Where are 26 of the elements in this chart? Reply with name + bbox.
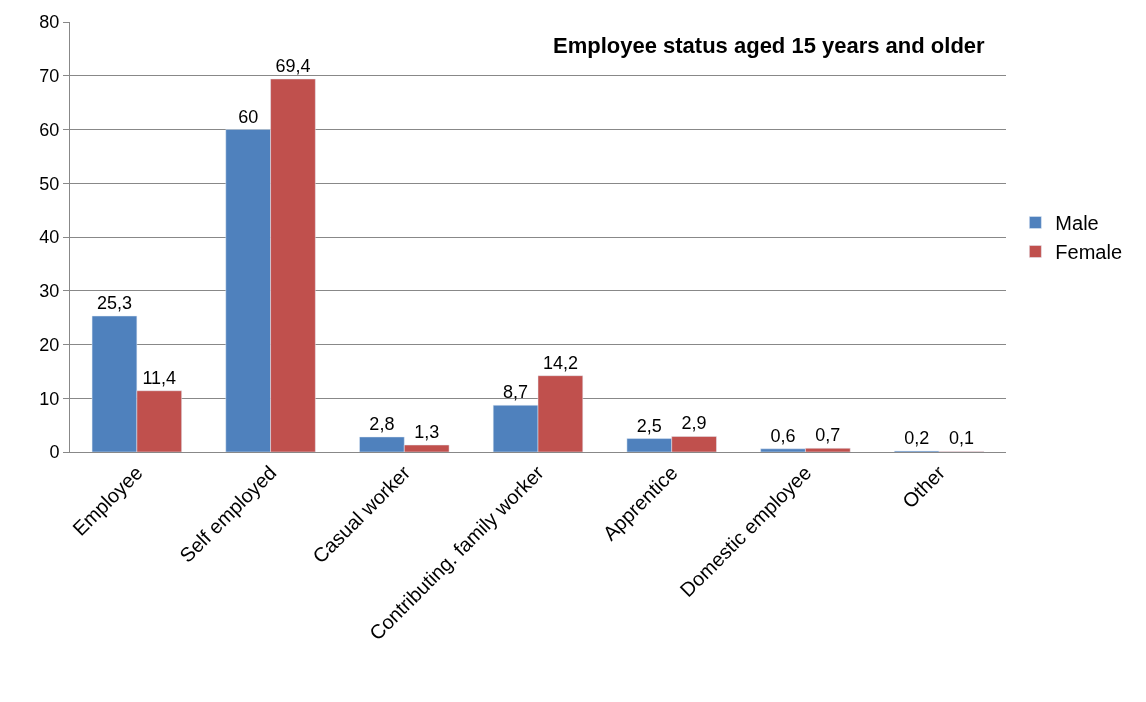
- y-tick-label: 40: [39, 227, 60, 248]
- y-tick-label: 60: [39, 119, 60, 140]
- data-label: 0,6: [770, 425, 796, 446]
- y-tick-label: 20: [39, 334, 60, 355]
- y-tick-label: 10: [39, 388, 60, 409]
- text: Employee status aged 15 years and older: [553, 33, 986, 58]
- data-label: 8,7: [503, 382, 529, 403]
- data-label: 14,2: [542, 352, 578, 373]
- data-label: 60: [238, 106, 259, 127]
- legend-label: Male: [1055, 212, 1099, 235]
- y-tick-label: 70: [39, 66, 60, 87]
- data-label: 0,7: [815, 425, 841, 446]
- y-tick-label: 30: [39, 281, 60, 302]
- y-tick-label: 80: [39, 12, 60, 33]
- data-label: 0,1: [949, 428, 975, 449]
- y-tick-label: 50: [39, 173, 60, 194]
- legend-label: Female: [1055, 241, 1123, 264]
- data-label: 1,3: [414, 422, 440, 443]
- data-label: 2,9: [681, 413, 707, 434]
- y-tick-label: 0: [49, 442, 60, 463]
- data-label: 69,4: [275, 55, 311, 76]
- data-label: 2,8: [369, 413, 395, 434]
- data-label: 0,2: [904, 427, 930, 448]
- data-label: 11,4: [142, 367, 177, 388]
- data-label: 25,3: [96, 293, 132, 314]
- data-label: 2,5: [636, 415, 662, 436]
